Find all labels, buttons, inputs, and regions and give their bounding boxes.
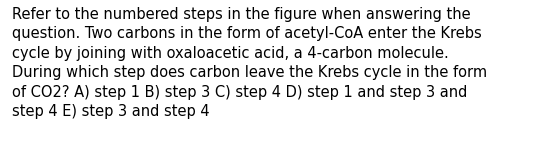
Text: Refer to the numbered steps in the figure when answering the
question. Two carbo: Refer to the numbered steps in the figur… (12, 7, 487, 119)
